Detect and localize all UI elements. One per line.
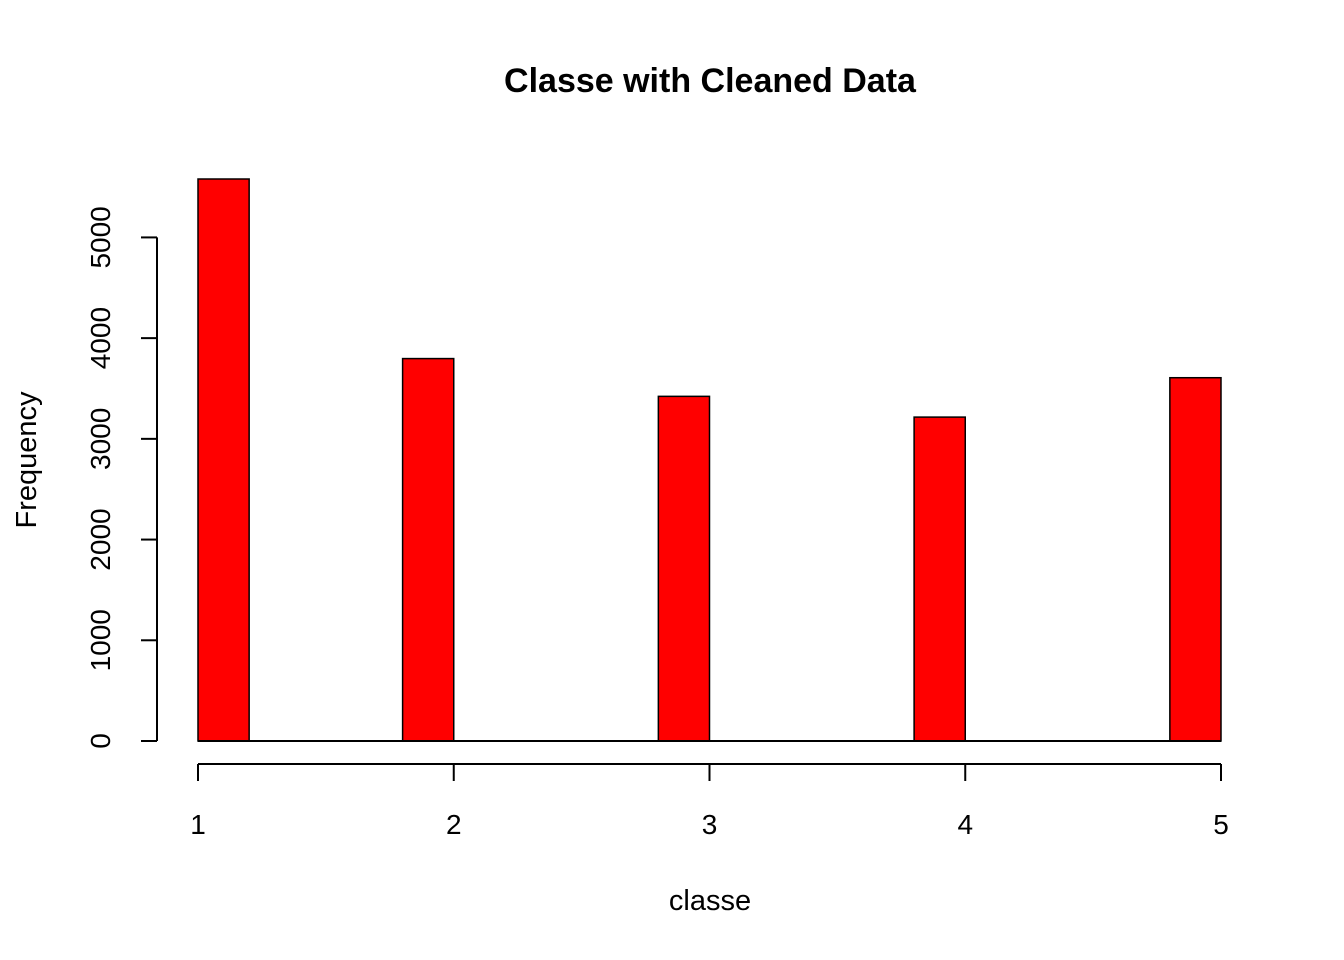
y-axis: 0 1000 2000 3000 4000 5000 [85,206,158,749]
x-tick-label: 4 [957,809,973,840]
x-tick-label: 2 [446,809,462,840]
bar-1 [197,178,250,742]
x-axis-label: classe [669,885,751,917]
y-tick-label: 5000 [85,206,116,268]
y-tick-label: 0 [85,733,116,749]
bar-3 [657,395,711,742]
x-tick-label: 5 [1213,809,1229,840]
chart-title: Classe with Cleaned Data [504,62,917,100]
x-tick-label: 3 [702,809,718,840]
bar-4 [913,416,966,742]
bars-group [197,178,1222,742]
y-tick-label: 4000 [85,307,116,369]
y-tick-label: 2000 [85,508,116,570]
bar-5 [1169,376,1222,742]
x-axis: 1 2 3 4 5 [190,763,1229,840]
y-tick-label: 1000 [85,609,116,671]
y-tick-label: 3000 [85,408,116,470]
y-axis-label: Frequency [11,391,43,529]
bar-2 [401,357,455,742]
x-tick-label: 1 [190,809,206,840]
